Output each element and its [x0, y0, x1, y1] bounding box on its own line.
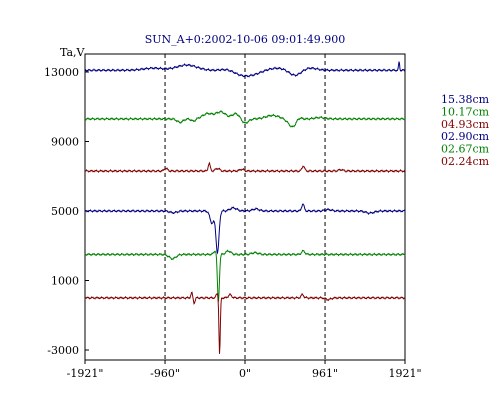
y-axis-ticks: 13000 9000 5000 1000 -3000: [44, 66, 89, 357]
legend-entry-3: 02.90cm: [441, 130, 490, 143]
series-line-02.90cm: [84, 203, 406, 255]
x-tick-label-1: -960": [150, 367, 180, 380]
x-tick-label-3: 961": [312, 367, 338, 380]
legend-entry-4: 02.67cm: [441, 143, 490, 156]
x-tick-label-0: -1921": [67, 367, 104, 380]
series-line-02.67cm: [84, 249, 406, 302]
limb-lines: [164, 54, 326, 360]
y-tick-label-0: 13000: [44, 66, 79, 79]
y-tick-label-2: 5000: [51, 205, 79, 218]
series-line-02.24cm: [84, 291, 406, 354]
legend-entry-0: 15.38cm: [441, 93, 490, 106]
x-tick-label-4: 1921": [388, 367, 421, 380]
series-line-10.17cm: [84, 109, 406, 128]
legend-entry-2: 04.93cm: [441, 118, 490, 131]
x-axis-ticks: -1921" -960" 0" 961" 1921": [67, 360, 422, 380]
legend: 15.38cm10.17cm04.93cm02.90cm02.67cm02.24…: [441, 93, 490, 168]
chart-title: SUN_A+0:2002-10-06 09:01:49.900: [145, 33, 346, 46]
series-line-04.93cm: [84, 161, 406, 174]
series-lines: [84, 61, 406, 354]
series-line-15.38cm: [84, 61, 406, 78]
y-tick-label-1: 9000: [51, 136, 79, 149]
legend-entry-5: 02.24cm: [441, 155, 490, 168]
y-tick-label-3: 1000: [51, 275, 79, 288]
legend-entry-1: 10.17cm: [441, 105, 490, 118]
y-axis-unit-label: Ta,V: [60, 46, 86, 59]
y-tick-label-4: -3000: [47, 344, 79, 357]
x-tick-label-2: 0": [239, 367, 251, 380]
